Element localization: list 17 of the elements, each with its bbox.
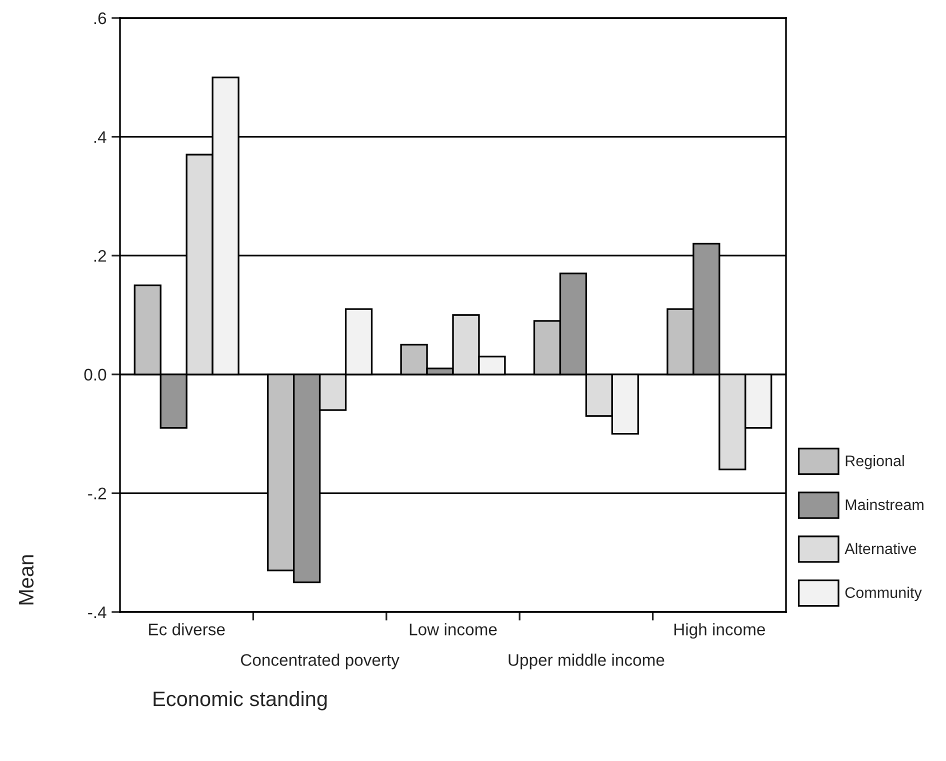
x-tick-label: Ec diverse (149, 623, 225, 636)
x-tick-label: Concentrated poverty (240, 654, 400, 670)
y-axis-title: Mean (19, 555, 34, 604)
x-tick-label: Low income (410, 623, 497, 636)
x-tick-label: Upper middle income (508, 654, 664, 670)
x-axis-title: Economic standing (154, 690, 327, 710)
x-tick-label: High income (674, 623, 765, 639)
y-tick-label: -.4 (88, 606, 106, 618)
y-tick-label: 0.0 (84, 368, 106, 381)
y-tick-label: -.2 (88, 488, 106, 500)
legend-label: Regional (846, 455, 904, 470)
y-tick-label: .6 (94, 12, 106, 24)
legend-label: Community (845, 586, 922, 602)
y-tick-label: .4 (94, 131, 106, 143)
legend-label: Alternative (844, 542, 916, 554)
y-tick-label: .2 (94, 250, 106, 262)
legend-label: Mainstream (846, 498, 924, 510)
